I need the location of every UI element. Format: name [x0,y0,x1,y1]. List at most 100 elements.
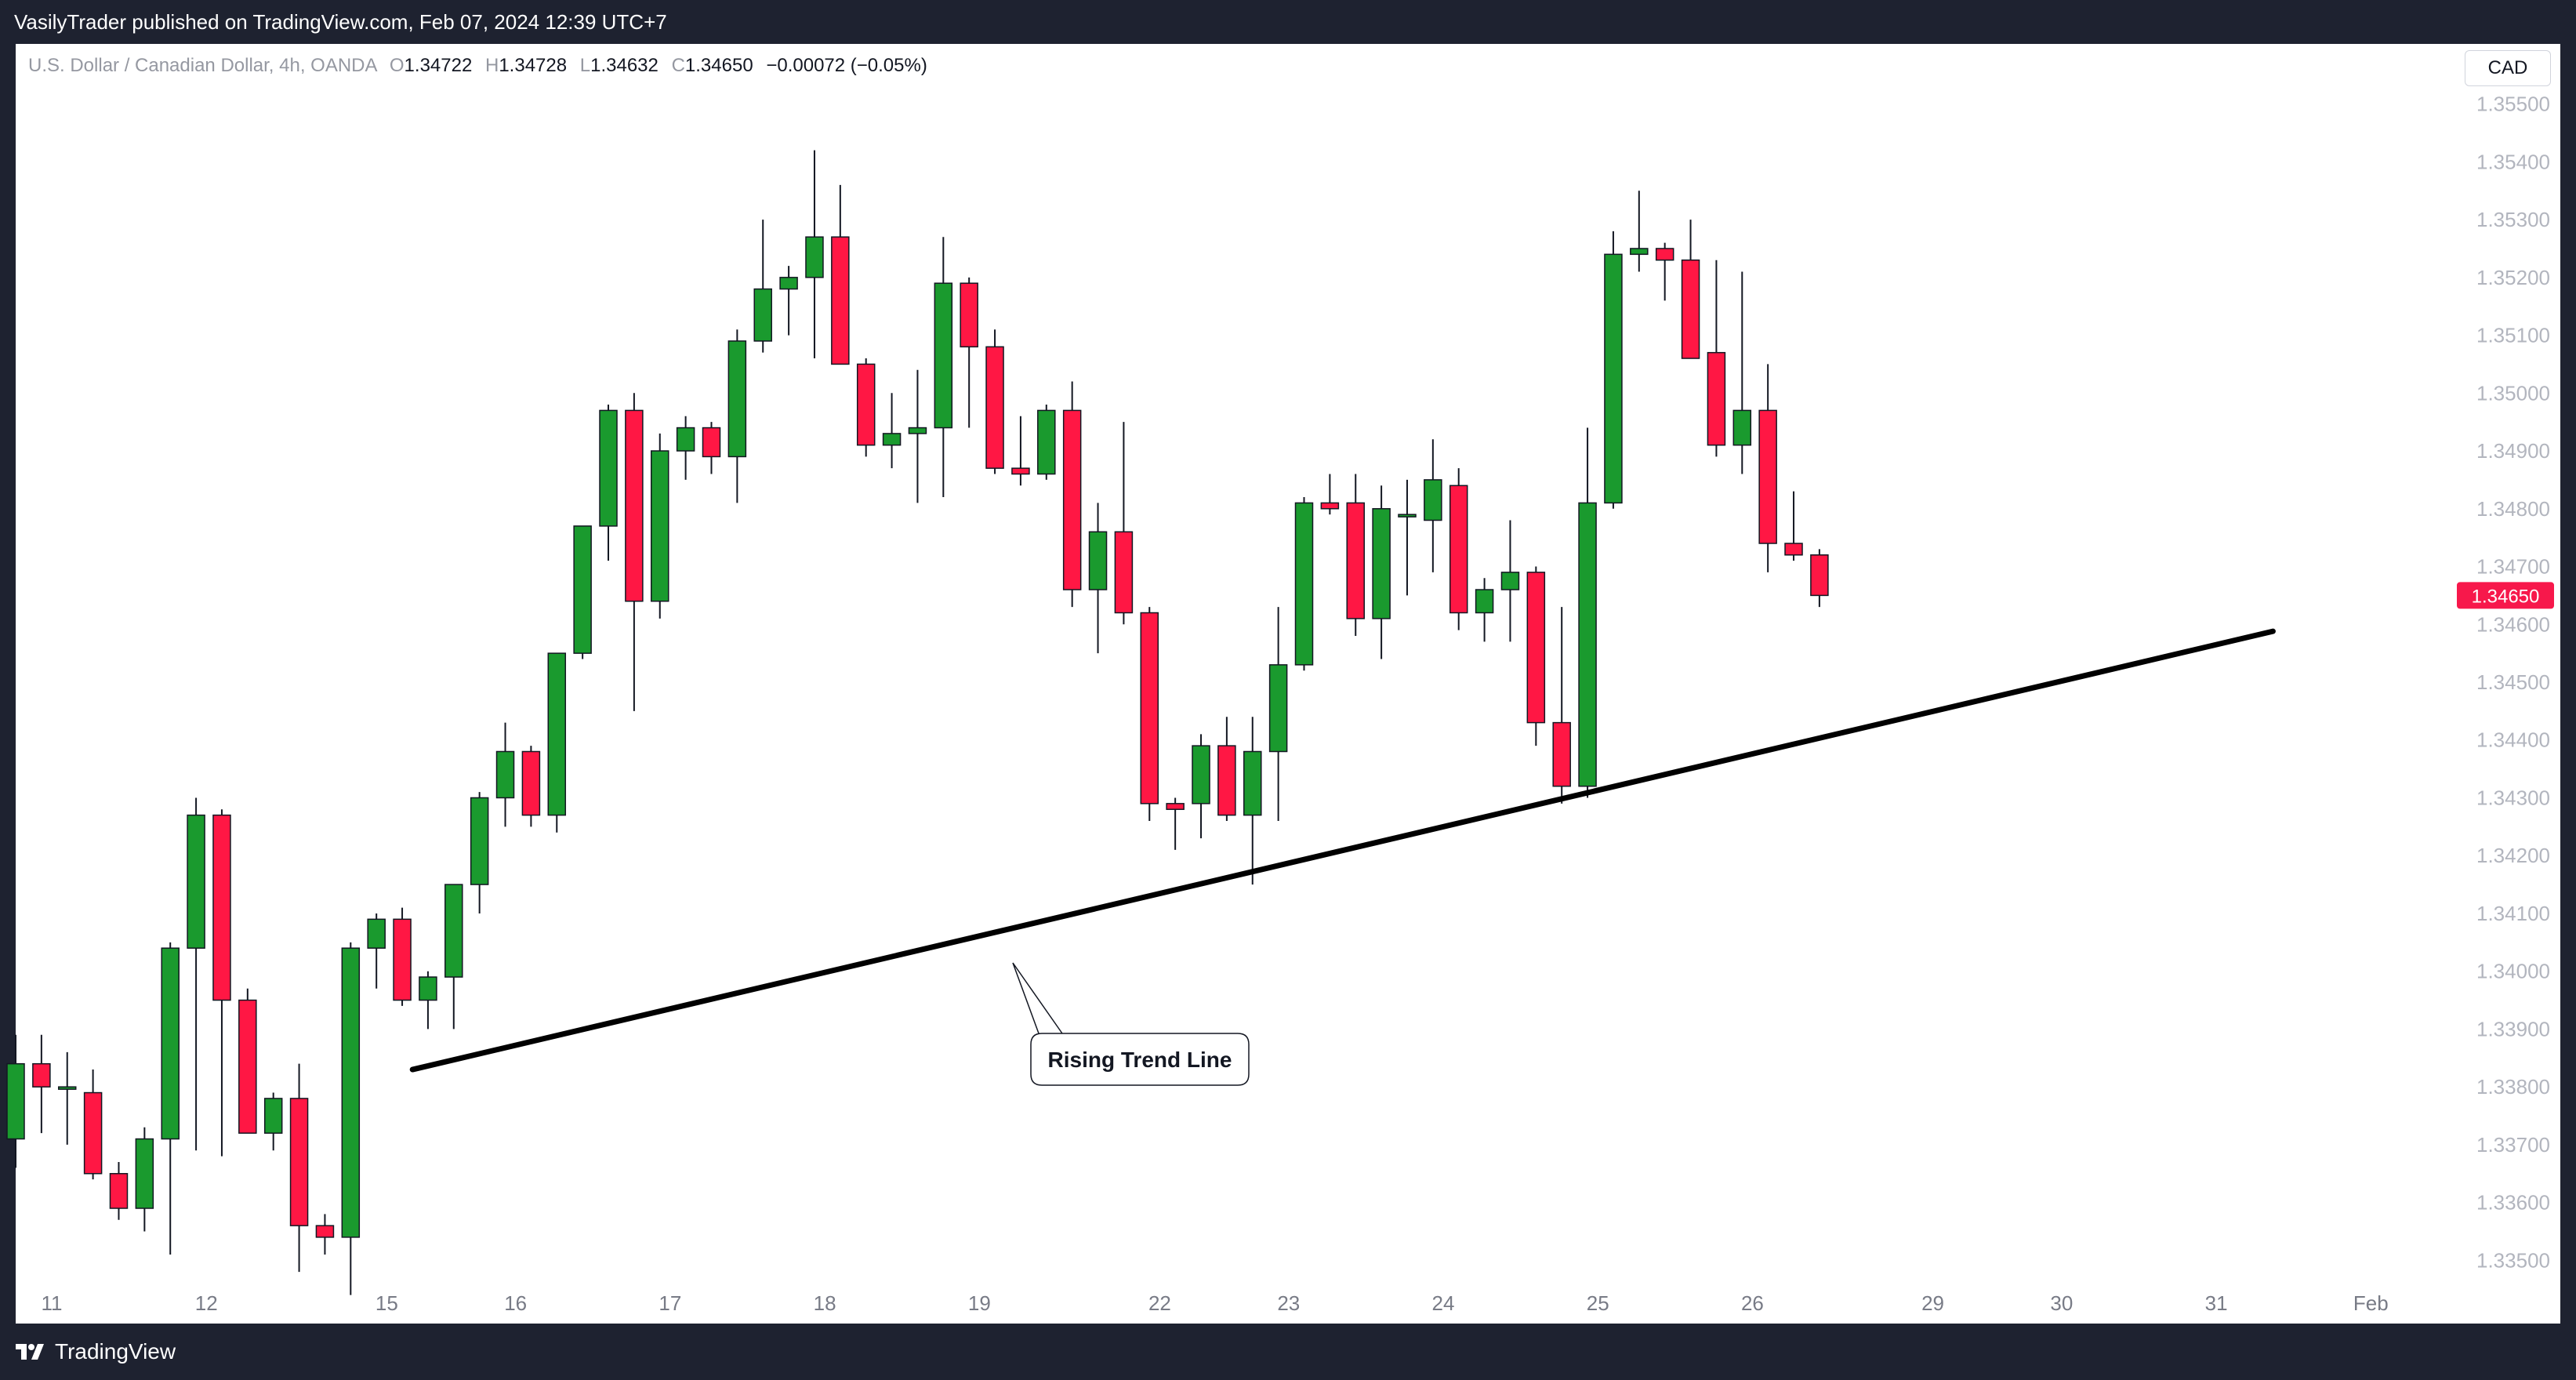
tradingview-logo[interactable]: TradingView [14,1339,176,1364]
candle [1372,485,1391,659]
callout-bubble[interactable] [1012,962,1250,1086]
candle [1500,520,1520,642]
candle [1732,271,1752,474]
rising-trend-line [409,628,2276,1073]
candle [1294,497,1314,671]
candle-body [1243,750,1262,816]
time-axis[interactable]: 11 12 15 16 17 18 19 22 23 24 25 26 29 30 31 Feb [42,1291,2389,1315]
callout-label: Rising Trend Line [1048,1048,1232,1072]
chart-panel[interactable] [16,44,2560,1324]
date-tick-label: 26 [1741,1291,1764,1315]
date-tick-label: 12 [195,1291,218,1315]
candle-body [83,1091,103,1175]
candle-body [1346,502,1365,619]
candle [470,792,489,913]
price-tick-label: 1.34500 [2476,670,2550,694]
price-tick-label: 1.35000 [2476,381,2550,405]
candle-body [263,1098,283,1134]
candle-body [1011,467,1030,475]
candle [6,1034,25,1168]
candle [1424,439,1442,572]
footer-bar: TradingView [0,1324,2576,1380]
candle [1192,734,1210,839]
price-tick-label: 1.33700 [2476,1133,2550,1157]
price-tick-label: 1.34000 [2476,960,2550,983]
candle-body [1140,612,1159,804]
candle [805,150,824,359]
trend-line-callout[interactable]: Rising Trend Line [1012,962,1250,1086]
open-value: 1.34722 [404,55,473,76]
candle [521,746,541,827]
candle [1140,607,1159,821]
candle-body [625,409,644,602]
date-tick-label: 31 [2205,1291,2228,1315]
candle [1758,364,1777,572]
candle-body [1655,248,1674,261]
candle-body [985,346,1004,469]
price-tick-label: 1.34800 [2476,497,2550,521]
candle [1062,381,1082,608]
candle [1630,191,1649,272]
candle-body [238,999,257,1134]
date-tick-label: 15 [376,1291,398,1315]
candle-body [315,1225,335,1238]
candle [573,525,592,659]
candle-body [1088,531,1108,590]
candle [753,220,772,353]
candle [1320,474,1340,515]
candle-body [1398,514,1417,518]
currency-button[interactable]: CAD [2465,50,2551,86]
date-tick-label: 24 [1432,1291,1455,1315]
candle [1217,717,1236,821]
candle [1681,220,1700,359]
symbol-legend: U.S. Dollar / Canadian Dollar, 4h, OANDA… [28,55,927,77]
candle [1346,474,1365,637]
date-tick-label: 17 [659,1291,681,1315]
trend-line-layer[interactable] [409,628,2276,1073]
candle-body [444,884,463,978]
candle [32,1034,51,1134]
candle [1166,797,1185,850]
candle [831,184,850,365]
candle [702,422,721,474]
candles-layer [6,150,1829,1295]
candle [57,1051,77,1145]
candle-body [187,814,205,949]
candle-body [1217,745,1236,816]
price-tick-label: 1.34400 [2476,728,2550,752]
candle [495,722,515,827]
high-label: H [484,55,499,76]
candle-body [521,750,541,816]
open-label: O [389,55,405,76]
candle-body [753,288,772,342]
candle-body [805,236,824,278]
candle [289,1063,309,1273]
candle [1810,549,1829,608]
candle-body [1475,589,1494,614]
candle [960,277,978,428]
candle [367,913,386,989]
price-tick-label: 1.34600 [2476,612,2550,636]
high-value: 1.34728 [499,55,568,76]
date-tick-label: 30 [2050,1291,2073,1315]
candle [135,1127,154,1232]
candle [727,329,747,503]
price-axis[interactable]: 1.35500 1.35400 1.35300 1.35200 1.35100 1.350… [2476,93,2550,1273]
candle-body [908,427,927,434]
candle-body [1372,508,1391,619]
candle [676,416,695,480]
candle-body [573,525,592,654]
candle-body [960,282,978,348]
candle-body [676,427,695,452]
candle-body [109,1173,129,1209]
candle [444,884,463,1030]
candle-body [1707,351,1726,446]
date-tick-label: 16 [504,1291,527,1315]
price-tick-label: 1.35300 [2476,208,2550,231]
price-tick-label: 1.34200 [2476,844,2550,867]
candle-body [1810,554,1829,597]
candle-body [135,1138,154,1209]
published-text: VasilyTrader published on TradingView.co… [14,9,667,34]
price-tick-label: 1.33600 [2476,1191,2550,1215]
